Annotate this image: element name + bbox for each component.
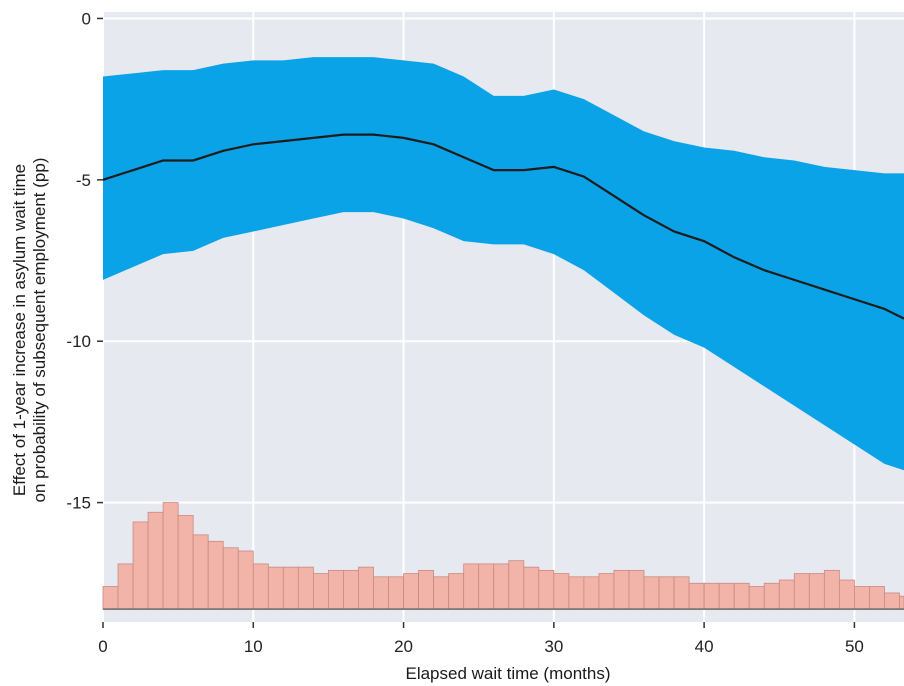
histogram-bars <box>102 502 904 610</box>
x-tick-label: 30 <box>544 637 563 656</box>
x-tick-label: 40 <box>695 637 714 656</box>
histogram-bar <box>808 573 825 610</box>
x-tick-label: 10 <box>244 637 263 656</box>
histogram-bar <box>613 569 630 610</box>
histogram-bar <box>838 579 855 610</box>
histogram-bar <box>688 582 705 610</box>
estimate-line <box>102 133 904 320</box>
histogram-bar <box>463 563 480 610</box>
histogram-bar <box>192 534 209 610</box>
x-tick-label: 0 <box>98 637 107 656</box>
histogram-bar <box>388 576 404 610</box>
confidence-band <box>103 57 904 471</box>
histogram-bar <box>177 515 194 610</box>
histogram-bar <box>358 566 374 610</box>
histogram-bar <box>553 573 570 610</box>
y-tick-label: 0 <box>82 9 91 28</box>
histogram-bar <box>658 576 675 610</box>
histogram-bar <box>448 573 465 610</box>
histogram-bar <box>583 576 600 610</box>
histogram-bar <box>267 566 284 610</box>
histogram-bar <box>328 569 344 610</box>
histogram-bar <box>718 582 735 610</box>
histogram-bar <box>508 560 525 610</box>
histogram-bar <box>733 582 750 610</box>
histogram-bar <box>433 576 450 610</box>
y-tick-label: -10 <box>66 332 91 351</box>
histogram-bar <box>748 586 765 610</box>
histogram-bar <box>102 586 119 610</box>
histogram-bar <box>343 569 359 610</box>
histogram-bar <box>869 586 885 610</box>
histogram-bar <box>222 547 239 610</box>
histogram-bar <box>884 592 900 610</box>
histogram-bar <box>117 563 134 610</box>
histogram-bar <box>237 550 254 610</box>
histogram-bar <box>778 579 795 610</box>
histogram-bar <box>403 573 419 610</box>
histogram-bar <box>598 573 615 610</box>
y-tick-label: -5 <box>76 171 91 190</box>
histogram-bar <box>493 563 510 610</box>
histogram-bar <box>673 576 690 610</box>
histogram-bar <box>703 582 720 610</box>
histogram-bar <box>282 566 299 610</box>
histogram-bar <box>523 566 540 610</box>
y-axis-title-line-2: on probability of subsequent employment … <box>30 158 49 503</box>
histogram-bar <box>312 573 329 610</box>
histogram-bar <box>478 563 495 610</box>
x-axis-title: Elapsed wait time (months) <box>405 664 610 683</box>
histogram-bar <box>207 540 224 610</box>
histogram-bar <box>418 569 435 610</box>
histogram-bar <box>373 576 389 610</box>
histogram-bar <box>763 582 780 610</box>
histogram-bar <box>132 521 149 610</box>
histogram-bar <box>854 586 870 610</box>
y-axis-ticks: 0 -5 -10 -15 <box>66 9 103 513</box>
histogram-bar <box>538 569 555 610</box>
histogram-bar <box>252 563 269 610</box>
histogram-bar <box>628 569 645 610</box>
histogram-bar <box>297 566 314 610</box>
histogram-bar <box>823 569 840 610</box>
histogram-bar <box>147 511 164 610</box>
histogram-bar <box>899 595 904 610</box>
x-tick-label: 50 <box>845 637 864 656</box>
histogram-bar <box>162 502 179 610</box>
x-axis-ticks: 0 10 20 30 40 50 <box>98 622 864 656</box>
histogram-bar <box>568 576 585 610</box>
x-tick-label: 20 <box>394 637 413 656</box>
y-axis-title-line-1: Effect of 1-year increase in asylum wait… <box>10 164 29 496</box>
y-tick-label: -15 <box>66 494 91 513</box>
histogram-bar <box>643 576 660 610</box>
histogram-bar <box>793 573 810 610</box>
